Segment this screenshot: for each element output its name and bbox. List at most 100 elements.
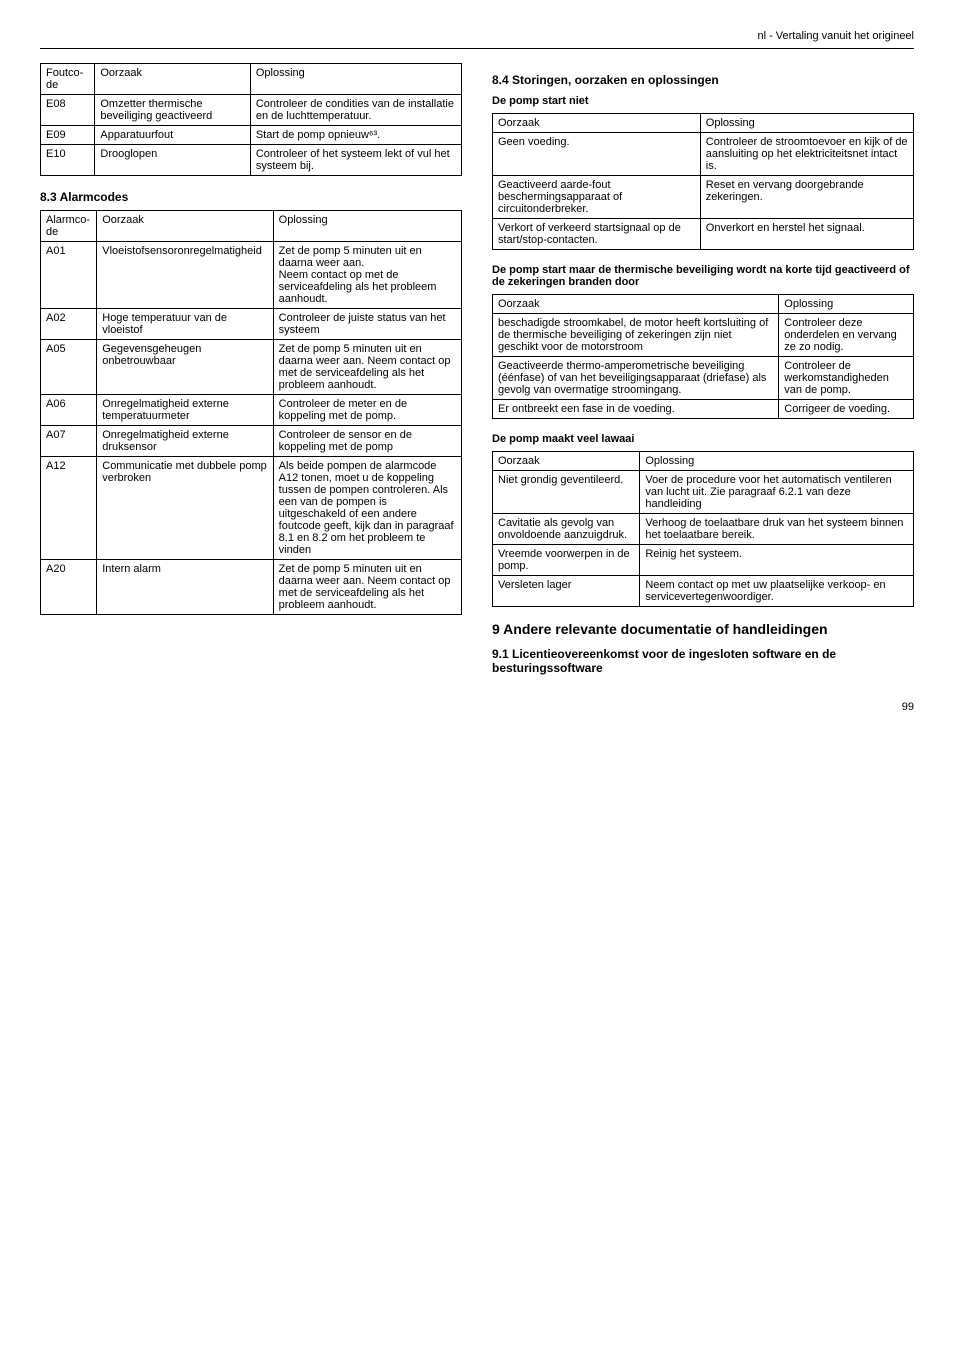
cell: Niet grondig geventileerd. [493, 471, 640, 514]
cell: Controleer de stroomtoevoer en kijk of d… [700, 133, 913, 176]
cell: Controleer de meter en de koppeling met … [273, 395, 461, 426]
table-row: Versleten lager Neem contact op met uw p… [493, 576, 914, 607]
cell: Corrigeer de voeding. [779, 400, 914, 419]
table-row: Oorzaak Oplossing [493, 295, 914, 314]
table-row: Niet grondig geventileerd. Voer de proce… [493, 471, 914, 514]
section-9-title: 9 Andere relevante documentatie of handl… [492, 621, 914, 637]
table-row: Foutco-de Oorzaak Oplossing [41, 64, 462, 95]
cell: A06 [41, 395, 97, 426]
cell: Zet de pomp 5 minuten uit en daarna weer… [273, 560, 461, 615]
cell: Verkort of verkeerd startsignaal op de s… [493, 219, 701, 250]
cell: Geactiveerd aarde-fout beschermingsappar… [493, 176, 701, 219]
cell: Controleer de werkomstandigheden van de … [779, 357, 914, 400]
col-header: Oorzaak [493, 452, 640, 471]
subsection-pump-no-start: De pomp start niet [492, 95, 914, 107]
table-row: Vreemde voorwerpen in de pomp. Reinig he… [493, 545, 914, 576]
table-row: A06 Onregelmatigheid externe temperatuur… [41, 395, 462, 426]
cell: Hoge temperatuur van de vloeistof [97, 309, 273, 340]
col-header: Oplossing [779, 295, 914, 314]
cell: E08 [41, 95, 95, 126]
cell: Controleer deze onderdelen en vervang ze… [779, 314, 914, 357]
cell: Controleer de condities van de installat… [250, 95, 461, 126]
cell: A02 [41, 309, 97, 340]
columns: Foutco-de Oorzaak Oplossing E08 Omzetter… [40, 63, 914, 681]
cell: E09 [41, 126, 95, 145]
table-row: A20 Intern alarm Zet de pomp 5 minuten u… [41, 560, 462, 615]
table-row: A05 Gegevensgeheugen onbetrouwbaar Zet d… [41, 340, 462, 395]
table-row: Geactiveerd aarde-fout beschermingsappar… [493, 176, 914, 219]
cell: beschadigde stroomkabel, de motor heeft … [493, 314, 779, 357]
cell: E10 [41, 145, 95, 176]
cell: Onregelmatigheid externe druksensor [97, 426, 273, 457]
col-header: Oorzaak [493, 114, 701, 133]
page-number: 99 [40, 701, 914, 713]
col-header: Oorzaak [493, 295, 779, 314]
cell: Versleten lager [493, 576, 640, 607]
table-row: E10 Drooglopen Controleer of het systeem… [41, 145, 462, 176]
table-row: Geen voeding. Controleer de stroomtoevoe… [493, 133, 914, 176]
table-row: Alarmco-de Oorzaak Oplossing [41, 211, 462, 242]
cell: A20 [41, 560, 97, 615]
subsection-thermal: De pomp start maar de thermische beveili… [492, 264, 914, 288]
top-rule [40, 48, 914, 49]
cell: Zet de pomp 5 minuten uit en daarna weer… [273, 242, 461, 309]
table-noise: Oorzaak Oplossing Niet grondig geventile… [492, 451, 914, 607]
header-text: nl - Vertaling vanuit het origineel [40, 30, 914, 42]
table-row: Er ontbreekt een fase in de voeding. Cor… [493, 400, 914, 419]
cell: Controleer de sensor en de koppeling met… [273, 426, 461, 457]
cell: Start de pomp opnieuw⁶³. [250, 126, 461, 145]
cell: A07 [41, 426, 97, 457]
table-row: A12 Communicatie met dubbele pomp verbro… [41, 457, 462, 560]
cell: Omzetter thermische beveiliging geactive… [95, 95, 250, 126]
cell: Onverkort en herstel het signaal. [700, 219, 913, 250]
cell: Cavitatie als gevolg van onvoldoende aan… [493, 514, 640, 545]
cell: Onregelmatigheid externe temperatuurmete… [97, 395, 273, 426]
cell: Reset en vervang doorgebrande zekeringen… [700, 176, 913, 219]
table-row: E09 Apparatuurfout Start de pomp opnieuw… [41, 126, 462, 145]
col-header: Oplossing [273, 211, 461, 242]
col-header: Oplossing [640, 452, 914, 471]
table-row: Oorzaak Oplossing [493, 114, 914, 133]
cell: Gegevensgeheugen onbetrouwbaar [97, 340, 273, 395]
cell: Geactiveerde thermo-amperometrische beve… [493, 357, 779, 400]
table-pump-no-start: Oorzaak Oplossing Geen voeding. Controle… [492, 113, 914, 250]
subsection-noise: De pomp maakt veel lawaai [492, 433, 914, 445]
col-header: Alarmco-de [41, 211, 97, 242]
cell: Verhoog de toelaatbare druk van het syst… [640, 514, 914, 545]
left-column: Foutco-de Oorzaak Oplossing E08 Omzetter… [40, 63, 462, 681]
table-row: Cavitatie als gevolg van onvoldoende aan… [493, 514, 914, 545]
cell: A05 [41, 340, 97, 395]
cell: Apparatuurfout [95, 126, 250, 145]
table-row: A01 Vloeistofsensoronregelmatigheid Zet … [41, 242, 462, 309]
table-row: beschadigde stroomkabel, de motor heeft … [493, 314, 914, 357]
cell: Intern alarm [97, 560, 273, 615]
cell: Vreemde voorwerpen in de pomp. [493, 545, 640, 576]
cell: Geen voeding. [493, 133, 701, 176]
table-row: E08 Omzetter thermische beveiliging geac… [41, 95, 462, 126]
table-row: Geactiveerde thermo-amperometrische beve… [493, 357, 914, 400]
cell: Reinig het systeem. [640, 545, 914, 576]
table-row: Verkort of verkeerd startsignaal op de s… [493, 219, 914, 250]
table-row: A07 Onregelmatigheid externe druksensor … [41, 426, 462, 457]
table-row: Oorzaak Oplossing [493, 452, 914, 471]
cell: A01 [41, 242, 97, 309]
section-8-3-title: 8.3 Alarmcodes [40, 190, 462, 204]
section-8-4-title: 8.4 Storingen, oorzaken en oplossingen [492, 73, 914, 87]
cell: Er ontbreekt een fase in de voeding. [493, 400, 779, 419]
cell: Als beide pompen de alarmcode A12 tonen,… [273, 457, 461, 560]
cell: Zet de pomp 5 minuten uit en daarna weer… [273, 340, 461, 395]
cell: Vloeistofsensoronregelmatigheid [97, 242, 273, 309]
error-table: Foutco-de Oorzaak Oplossing E08 Omzetter… [40, 63, 462, 176]
cell: Neem contact op met uw plaatselijke verk… [640, 576, 914, 607]
cell: Drooglopen [95, 145, 250, 176]
section-9-1-title: 9.1 Licentieovereenkomst voor de ingeslo… [492, 647, 914, 675]
col-header: Oplossing [700, 114, 913, 133]
cell: Controleer of het systeem lekt of vul he… [250, 145, 461, 176]
col-header: Foutco-de [41, 64, 95, 95]
col-header: Oplossing [250, 64, 461, 95]
cell: Communicatie met dubbele pomp verbroken [97, 457, 273, 560]
col-header: Oorzaak [95, 64, 250, 95]
alarm-table: Alarmco-de Oorzaak Oplossing A01 Vloeist… [40, 210, 462, 615]
cell: Voer de procedure voor het automatisch v… [640, 471, 914, 514]
table-thermal: Oorzaak Oplossing beschadigde stroomkabe… [492, 294, 914, 419]
